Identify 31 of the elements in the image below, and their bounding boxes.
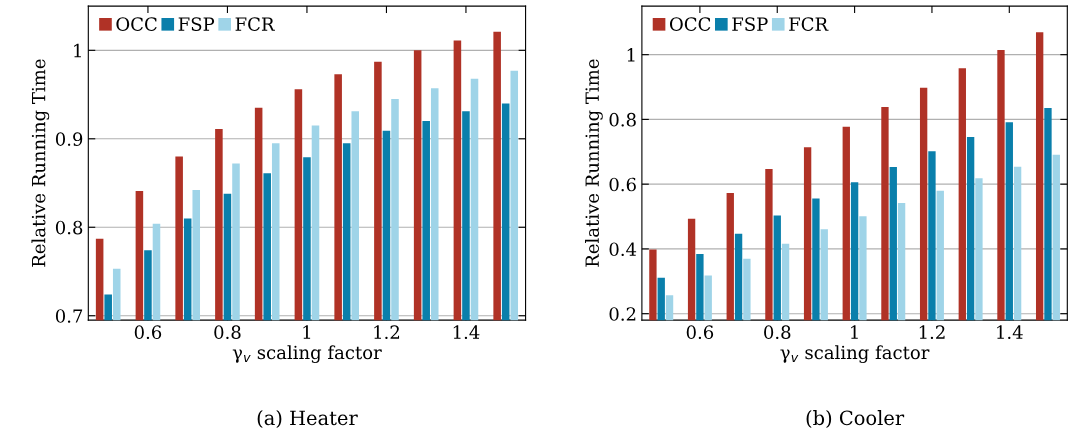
x-tick-label: 1.2 (374, 325, 400, 339)
legend-label: FCR (789, 17, 829, 31)
legend-label: OCC (116, 17, 157, 31)
x-tick-label: 0.6 (686, 325, 714, 339)
y-tick-label: 0.7 (55, 309, 83, 323)
y-axis-title: Relative Running Time (31, 59, 50, 267)
x-tick-label: 1.4 (453, 325, 480, 339)
x-tick-label: 1.2 (919, 325, 945, 339)
text: (b) Cooler (806, 410, 905, 428)
y-tick-label: 1 (74, 43, 81, 58)
y-tick-label: 0.2 (609, 307, 636, 321)
y-tick-label: 1 (627, 48, 635, 62)
legend-label: OCC (669, 17, 711, 31)
x-tick-label: 0.8 (764, 325, 791, 339)
x-axis-title: γ$_{v}$ scaling factor (780, 345, 930, 363)
legend-label: FCR (235, 17, 275, 31)
y-tick-label: 0.8 (55, 220, 83, 235)
x-axis-title: γ$_{v}$ scaling factor (232, 345, 382, 363)
x-tick-label: 1.4 (997, 325, 1023, 339)
y-tick-label: 0.6 (609, 177, 636, 192)
legend-label: FSP (732, 17, 768, 31)
y-tick-label: 0.8 (609, 112, 636, 127)
x-tick-label: 1 (851, 325, 858, 339)
y-axis-title: Relative Running Time (585, 59, 603, 267)
x-tick-label: 0.8 (214, 325, 241, 339)
y-tick-label: 0.4 (609, 242, 637, 257)
y-tick-label: 0.9 (55, 132, 83, 146)
x-tick-label: 0.6 (134, 325, 162, 339)
legend-label: FSP (178, 17, 215, 31)
text: (a) Heater (257, 410, 358, 428)
x-tick-label: 1 (303, 325, 311, 339)
